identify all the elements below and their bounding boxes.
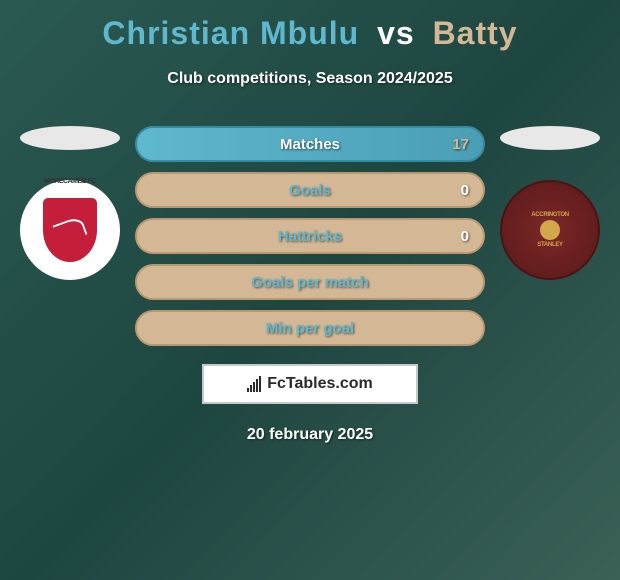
- stat-label: Goals: [289, 182, 331, 199]
- date-label: 20 february 2025: [15, 426, 605, 444]
- stat-row: Hattricks 0: [135, 218, 485, 254]
- player1-photo-placeholder: [20, 126, 120, 150]
- shield-icon: [40, 195, 100, 265]
- chart-bars-icon: [247, 376, 261, 392]
- branding-box[interactable]: FcTables.com: [202, 364, 418, 404]
- crest-right-inner: ACCRINGTON STANLEY: [520, 200, 580, 260]
- stats-column: Matches 17 Goals 0 Hattricks 0 Goals per match…: [125, 126, 495, 356]
- right-player-column: ACCRINGTON STANLEY: [495, 126, 605, 280]
- stat-label: Matches: [280, 136, 340, 153]
- stat-value-right: 0: [461, 182, 469, 199]
- stat-label: Min per goal: [266, 320, 354, 337]
- stat-row: Matches 17: [135, 126, 485, 162]
- player1-name: Christian Mbulu: [102, 15, 359, 51]
- player2-photo-placeholder: [500, 126, 600, 150]
- stat-value-right: 17: [452, 136, 469, 153]
- subtitle: Club competitions, Season 2024/2025: [15, 70, 605, 88]
- player2-name: Batty: [433, 15, 518, 51]
- stat-label: Hattricks: [278, 228, 342, 245]
- page-title: Christian Mbulu vs Batty: [15, 15, 605, 52]
- stat-row: Goals 0: [135, 172, 485, 208]
- crest-right-top-text: ACCRINGTON: [531, 212, 569, 218]
- stat-value-right: 0: [461, 228, 469, 245]
- shrimp-icon: [52, 215, 87, 244]
- player1-club-crest: MORECAMBE FC: [20, 180, 120, 280]
- stat-row: Min per goal: [135, 310, 485, 346]
- comparison-card: Christian Mbulu vs Batty Club competitio…: [0, 0, 620, 459]
- crest-right-bottom-text: STANLEY: [537, 242, 562, 248]
- stat-row: Goals per match: [135, 264, 485, 300]
- ball-icon: [540, 220, 560, 240]
- left-player-column: MORECAMBE FC: [15, 126, 125, 280]
- branding-text: FcTables.com: [267, 375, 373, 393]
- stat-label: Goals per match: [251, 274, 369, 291]
- crest-left-text: MORECAMBE FC: [44, 178, 96, 185]
- vs-label: vs: [377, 15, 415, 51]
- content-row: MORECAMBE FC Matches17Goals0Hattricks0Go…: [15, 126, 605, 356]
- player2-club-crest: ACCRINGTON STANLEY: [500, 180, 600, 280]
